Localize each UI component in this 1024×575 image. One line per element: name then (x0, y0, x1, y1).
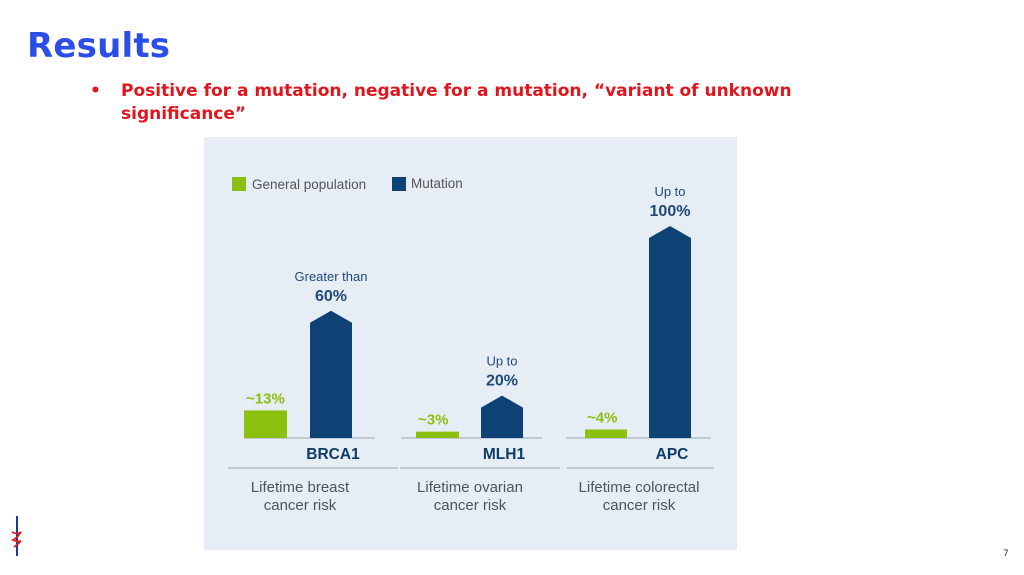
data-prefix-mutation-apc: Up to (654, 184, 685, 199)
bullet-text: Positive for a mutation, negative for a … (121, 81, 792, 124)
bar-general-apc (585, 429, 627, 438)
caption-line2-brca1: cancer risk (264, 497, 337, 514)
caption-line1-apc: Lifetime colorectal (579, 479, 700, 496)
page-number: 7 (1003, 549, 1009, 559)
legend-swatch-general (232, 177, 246, 191)
data-prefix-mutation-brca1: Greater than (295, 269, 368, 284)
bullet-item: • Positive for a mutation, negative for … (90, 80, 810, 126)
caption-line1-mlh1: Lifetime ovarian (417, 479, 523, 496)
data-label-general-apc: ~4% (587, 410, 617, 427)
caption-line1-brca1: Lifetime breast (251, 479, 350, 496)
legend-swatch-mutation (392, 177, 406, 191)
data-label-mutation-mlh1: 20% (486, 373, 518, 390)
logo-icon (8, 514, 26, 562)
bullet-dot: • (90, 81, 101, 101)
gene-label-apc: APC (656, 446, 689, 463)
bar-general-brca1 (244, 410, 287, 438)
chart-panel: General population Mutation ~13% Greater th… (204, 137, 737, 550)
data-label-general-mlh1: ~3% (418, 412, 448, 429)
data-label-general-brca1: ~13% (246, 390, 285, 407)
legend-label-mutation: Mutation (411, 176, 463, 191)
caption-line2-apc: cancer risk (603, 497, 676, 514)
bar-mutation-apc (649, 226, 691, 438)
data-label-mutation-brca1: 60% (315, 288, 347, 305)
legend-label-general: General population (252, 177, 366, 192)
data-label-mutation-apc: 100% (650, 203, 691, 220)
caption-line2-mlh1: cancer risk (434, 497, 507, 514)
bar-mutation-brca1 (310, 310, 352, 438)
gene-label-mlh1: MLH1 (483, 446, 526, 463)
gene-label-brca1: BRCA1 (306, 446, 360, 463)
slide-title: Results (27, 26, 171, 66)
data-prefix-mutation-mlh1: Up to (486, 354, 517, 369)
bar-mutation-mlh1 (481, 395, 523, 438)
risk-bar-chart: General population Mutation ~13% Greater th… (228, 176, 714, 514)
bar-general-mlh1 (416, 431, 459, 438)
